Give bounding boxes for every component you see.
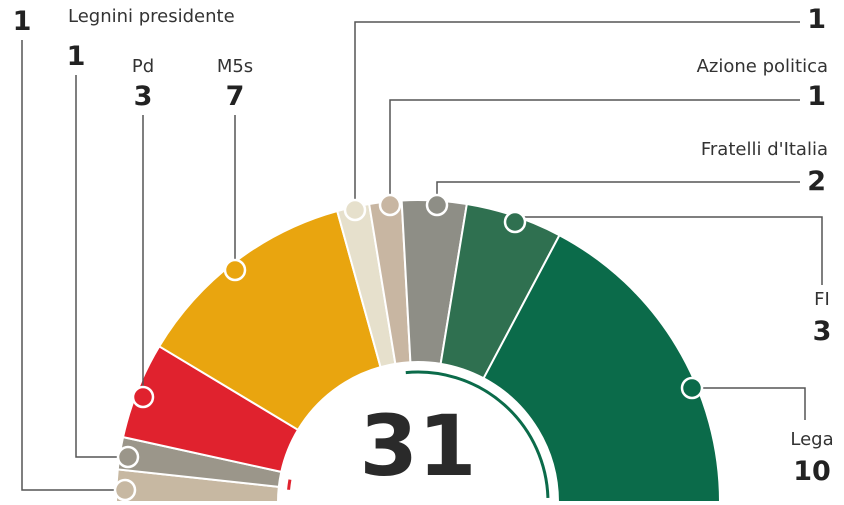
- marker-dot: [113, 478, 137, 502]
- seat-count: 2: [807, 166, 826, 197]
- leader-line: [436, 181, 800, 205]
- party-name: FI: [814, 289, 830, 310]
- party-name: M5s: [217, 56, 253, 77]
- marker-dot: [503, 210, 527, 234]
- leader-line: [21, 40, 125, 491]
- seat-count: 1: [13, 6, 32, 37]
- seat-count: 1: [67, 41, 86, 72]
- party-name: Lega: [790, 429, 833, 450]
- seat-count: 1: [807, 4, 826, 35]
- seat-segment: [157, 209, 382, 432]
- marker-dot: [343, 198, 367, 222]
- leader-line: [515, 216, 823, 285]
- seat-count: 7: [226, 81, 245, 112]
- marker-dot: [223, 258, 247, 282]
- marker-dot: [680, 376, 704, 400]
- seat-count: 1: [807, 81, 826, 112]
- party-name: Legnini presidente: [68, 6, 235, 27]
- leader-line: [75, 75, 128, 458]
- leader-line: [692, 387, 806, 420]
- leader-line: [354, 21, 800, 210]
- marker-dot: [116, 445, 140, 469]
- seat-count: 3: [813, 316, 832, 347]
- marker-dot: [131, 385, 155, 409]
- marker-dot: [378, 193, 402, 217]
- leader-line: [389, 99, 800, 205]
- inner-arc: [287, 479, 292, 490]
- total: 31: [360, 397, 477, 495]
- marker-dot: [425, 193, 449, 217]
- party-name: Azione politica: [697, 56, 828, 77]
- seat-segment: [482, 233, 722, 503]
- seat-count: 3: [134, 81, 153, 112]
- inner-arc: [405, 370, 550, 498]
- party-name: Pd: [132, 56, 154, 77]
- party-name: Fratelli d'Italia: [701, 139, 828, 160]
- seat-count: 10: [793, 456, 831, 487]
